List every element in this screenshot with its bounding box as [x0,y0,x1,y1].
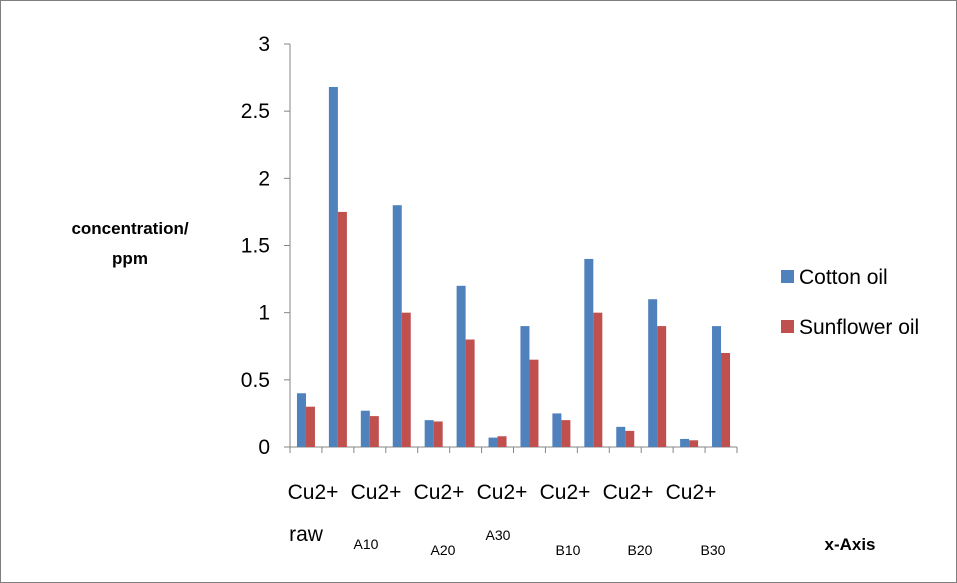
bar-cotton-oil [328,86,338,447]
y-axis: 0 0.5 1 1.5 2 2.5 3 [241,33,291,459]
bar-cotton-oil [616,426,626,447]
x-category-label: Cu2+ [477,481,528,504]
bar-sunflower-oil [433,421,443,447]
legend-swatch [781,270,794,283]
x-axis [289,446,738,453]
legend: Cotton oil Sunflower oil [781,266,919,339]
y-tick-label: 1.5 [241,235,270,258]
x-category-label: Cu2+ [540,481,591,504]
bar-cotton-oil [712,326,722,447]
bar-sunflower-oil [401,312,411,447]
y-tick-label: 2.5 [241,100,270,123]
bar-sunflower-oil [337,211,347,447]
x-category-label: Cu2+ [666,481,717,504]
bar-sunflower-oil [497,436,507,447]
category-labels: Cu2+ raw Cu2+ A10 Cu2+ A20 Cu2+ A30 Cu2+ B10 Cu2+ B… [288,481,726,558]
x-category-label: Cu2+ [351,481,402,504]
bar-cotton-oil [424,420,434,447]
y-tick-label: 1 [258,302,270,325]
bar-sunflower-oil [305,406,315,447]
bar-sunflower-oil [593,312,603,447]
bar-sunflower-oil [721,352,731,447]
bar-sunflower-oil [625,430,635,447]
legend-label: Sunflower oil [799,316,919,339]
bar-sunflower-oil [561,420,571,447]
y-tick-label: 2 [258,167,270,190]
bar-sunflower-oil [529,359,539,447]
bar-sunflower-oil [369,416,379,447]
x-category-sublabel: A10 [354,536,379,552]
bar-cotton-oil [392,205,402,447]
bar-cotton-oil [360,410,370,447]
bar-cotton-oil [584,258,594,447]
y-tick-label: 3 [258,33,270,56]
x-axis-title: x-Axis [824,535,876,554]
x-category-label: Cu2+ [288,481,339,504]
bar-cotton-oil [680,438,690,447]
legend-label: Cotton oil [799,266,888,289]
bar-cotton-oil [648,299,658,447]
x-category-label: Cu2+ [414,481,465,504]
bar-cotton-oil [456,285,466,447]
bar-cotton-oil [520,326,530,447]
bar-sunflower-oil [689,440,699,447]
bar-cotton-oil [296,393,306,447]
y-tick-label: 0.5 [241,369,270,392]
y-axis-title-line-2: ppm [112,249,148,268]
bars-group [296,86,731,447]
x-category-sublabel: B20 [628,542,653,558]
bar-cotton-oil [488,437,498,447]
bar-cotton-oil [552,413,562,447]
y-axis-title: concentration/ ppm [40,214,220,274]
bar-sunflower-oil [657,326,667,447]
x-category-sublabel: A20 [431,542,456,558]
bar-sunflower-oil [465,339,475,447]
y-tick-label: 0 [258,436,270,459]
x-category-sublabel: A30 [486,527,511,543]
x-category-label: Cu2+ [603,481,654,504]
x-category-sublabel: B30 [701,542,726,558]
legend-swatch [781,320,794,333]
x-category-sublabel: B10 [556,542,581,558]
y-axis-title-line-1: concentration/ [71,219,189,238]
x-category-sublabel: raw [289,523,324,546]
